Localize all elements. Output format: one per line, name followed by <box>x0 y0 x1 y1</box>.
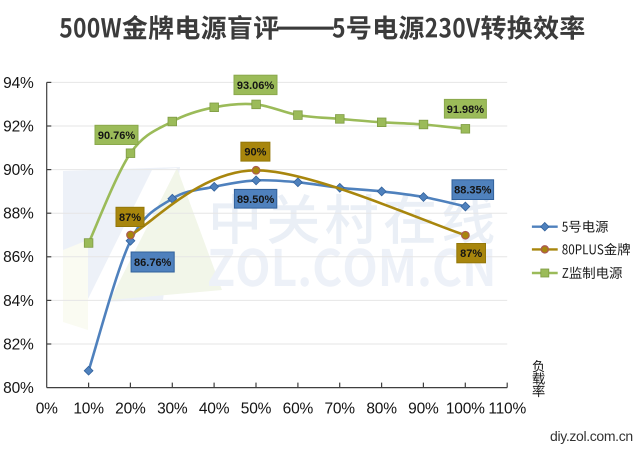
svg-text:87%: 87% <box>460 248 482 260</box>
svg-text:90%: 90% <box>244 147 266 159</box>
svg-text:30%: 30% <box>157 401 188 418</box>
svg-text:90%: 90% <box>3 162 34 179</box>
svg-text:82%: 82% <box>3 336 34 353</box>
svg-text:86%: 86% <box>3 249 34 266</box>
svg-text:100%: 100% <box>446 401 485 418</box>
svg-text:70%: 70% <box>324 401 355 418</box>
svg-text:88%: 88% <box>3 206 34 223</box>
svg-text:50%: 50% <box>241 401 272 418</box>
svg-text:88.35%: 88.35% <box>454 185 492 197</box>
svg-text:94%: 94% <box>3 75 34 92</box>
svg-text:60%: 60% <box>283 401 314 418</box>
svg-text:84%: 84% <box>3 293 34 310</box>
svg-text:40%: 40% <box>199 401 230 418</box>
svg-text:92%: 92% <box>3 118 34 135</box>
svg-text:20%: 20% <box>115 401 146 418</box>
svg-text:diy.zol.com.cn: diy.zol.com.cn <box>550 428 633 444</box>
svg-text:10%: 10% <box>73 401 104 418</box>
svg-text:90.76%: 90.76% <box>98 130 136 142</box>
svg-text:86.76%: 86.76% <box>134 257 172 269</box>
svg-text:91.98%: 91.98% <box>447 104 485 116</box>
svg-text:93.06%: 93.06% <box>237 80 275 92</box>
svg-text:89.50%: 89.50% <box>237 194 275 206</box>
svg-text:0%: 0% <box>36 401 58 418</box>
svg-text:80%: 80% <box>3 380 34 397</box>
svg-text:80%: 80% <box>366 401 397 418</box>
svg-text:110%: 110% <box>488 401 526 418</box>
svg-text:87%: 87% <box>119 212 141 224</box>
svg-text:90%: 90% <box>408 401 439 418</box>
